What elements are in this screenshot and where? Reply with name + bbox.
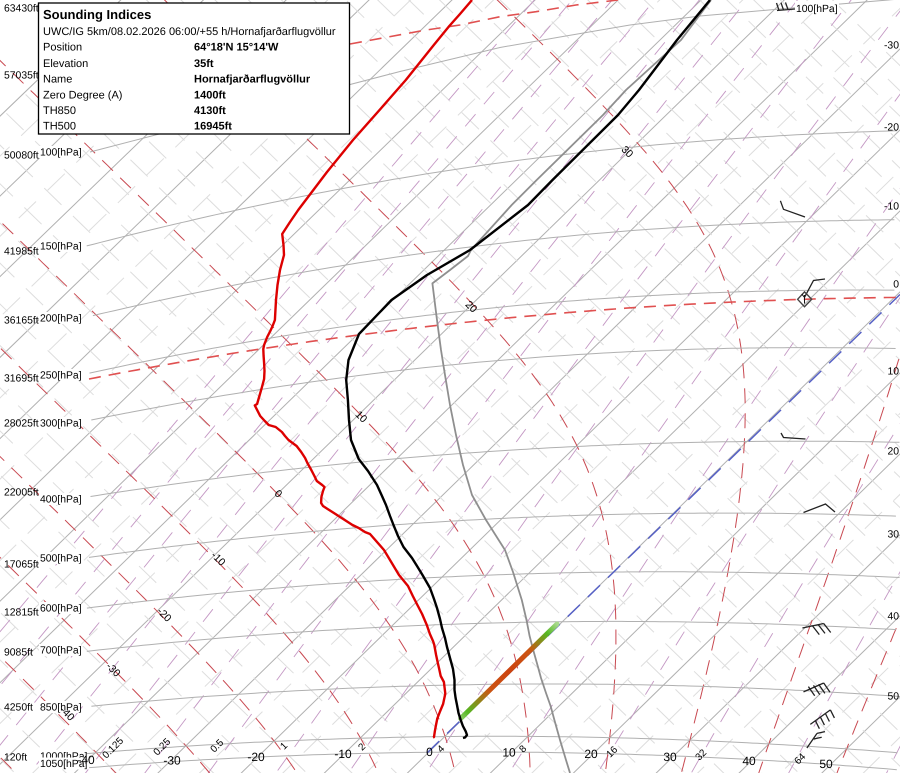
svg-text:50: 50 [887, 692, 899, 703]
svg-text:TH850: TH850 [43, 105, 76, 117]
svg-text:Zero Degree (A): Zero Degree (A) [43, 89, 122, 101]
svg-text:20: 20 [887, 447, 899, 458]
svg-text:9085ft: 9085ft [4, 648, 33, 659]
svg-text:Name: Name [43, 74, 72, 86]
svg-text:-40: -40 [77, 753, 95, 767]
svg-text:12815ft: 12815ft [4, 608, 39, 619]
svg-text:1000[hPa]: 1000[hPa] [40, 752, 87, 763]
svg-text:30: 30 [663, 750, 677, 764]
svg-text:40: 40 [742, 754, 756, 768]
svg-text:50080ft: 50080ft [4, 151, 39, 162]
svg-text:Sounding Indices: Sounding Indices [43, 7, 151, 22]
svg-text:41985ft: 41985ft [4, 247, 39, 258]
svg-text:28025ft: 28025ft [4, 419, 39, 430]
svg-text:35ft: 35ft [194, 58, 214, 70]
svg-text:10: 10 [502, 746, 516, 760]
svg-text:250[hPa]: 250[hPa] [40, 371, 82, 382]
svg-text:-10: -10 [334, 747, 352, 761]
svg-text:22005ft: 22005ft [4, 488, 39, 499]
svg-text:20: 20 [584, 747, 598, 761]
svg-text:UWC/IG 5km/08.02.2026 06:00/+5: UWC/IG 5km/08.02.2026 06:00/+55 h/Hornaf… [43, 26, 336, 38]
svg-text:850[hPa]: 850[hPa] [40, 703, 82, 714]
svg-text:100[hPa]: 100[hPa] [796, 4, 838, 15]
svg-text:Hornafjarðarflugvöllur: Hornafjarðarflugvöllur [194, 74, 311, 86]
svg-text:1050[hPa]: 1050[hPa] [40, 759, 87, 770]
svg-text:31695ft: 31695ft [4, 374, 39, 385]
svg-text:120ft: 120ft [4, 753, 27, 764]
svg-text:4250ft: 4250ft [4, 703, 33, 714]
svg-text:-20: -20 [884, 123, 899, 134]
svg-text:-20: -20 [247, 750, 265, 764]
svg-text:-30: -30 [884, 41, 899, 52]
svg-text:57035ft: 57035ft [4, 71, 39, 82]
svg-text:0: 0 [426, 745, 433, 759]
svg-text:500[hPa]: 500[hPa] [40, 554, 82, 565]
svg-text:30: 30 [887, 530, 899, 541]
svg-text:64°18'N 15°14'W: 64°18'N 15°14'W [194, 42, 279, 54]
svg-text:50: 50 [819, 757, 833, 771]
svg-text:-30: -30 [163, 754, 181, 768]
svg-text:1400ft: 1400ft [194, 89, 226, 101]
svg-text:16945ft: 16945ft [194, 121, 232, 133]
svg-text:40: 40 [887, 612, 899, 623]
svg-text:600[hPa]: 600[hPa] [40, 604, 82, 615]
svg-text:300[hPa]: 300[hPa] [40, 419, 82, 430]
svg-text:4130ft: 4130ft [194, 105, 226, 117]
svg-text:Position: Position [43, 42, 82, 54]
svg-text:10: 10 [887, 367, 899, 378]
svg-text:150[hPa]: 150[hPa] [40, 242, 82, 253]
svg-text:36165ft: 36165ft [4, 316, 39, 327]
svg-text:TH500: TH500 [43, 121, 76, 133]
svg-text:0: 0 [893, 280, 899, 291]
svg-text:100[hPa]: 100[hPa] [40, 148, 82, 159]
svg-text:17065ft: 17065ft [4, 560, 39, 571]
svg-text:700[hPa]: 700[hPa] [40, 646, 82, 657]
svg-text:200[hPa]: 200[hPa] [40, 314, 82, 325]
svg-text:Elevation: Elevation [43, 58, 88, 70]
svg-text:63430ft: 63430ft [4, 4, 39, 15]
svg-text:-10: -10 [884, 202, 899, 213]
svg-text:400[hPa]: 400[hPa] [40, 495, 82, 506]
